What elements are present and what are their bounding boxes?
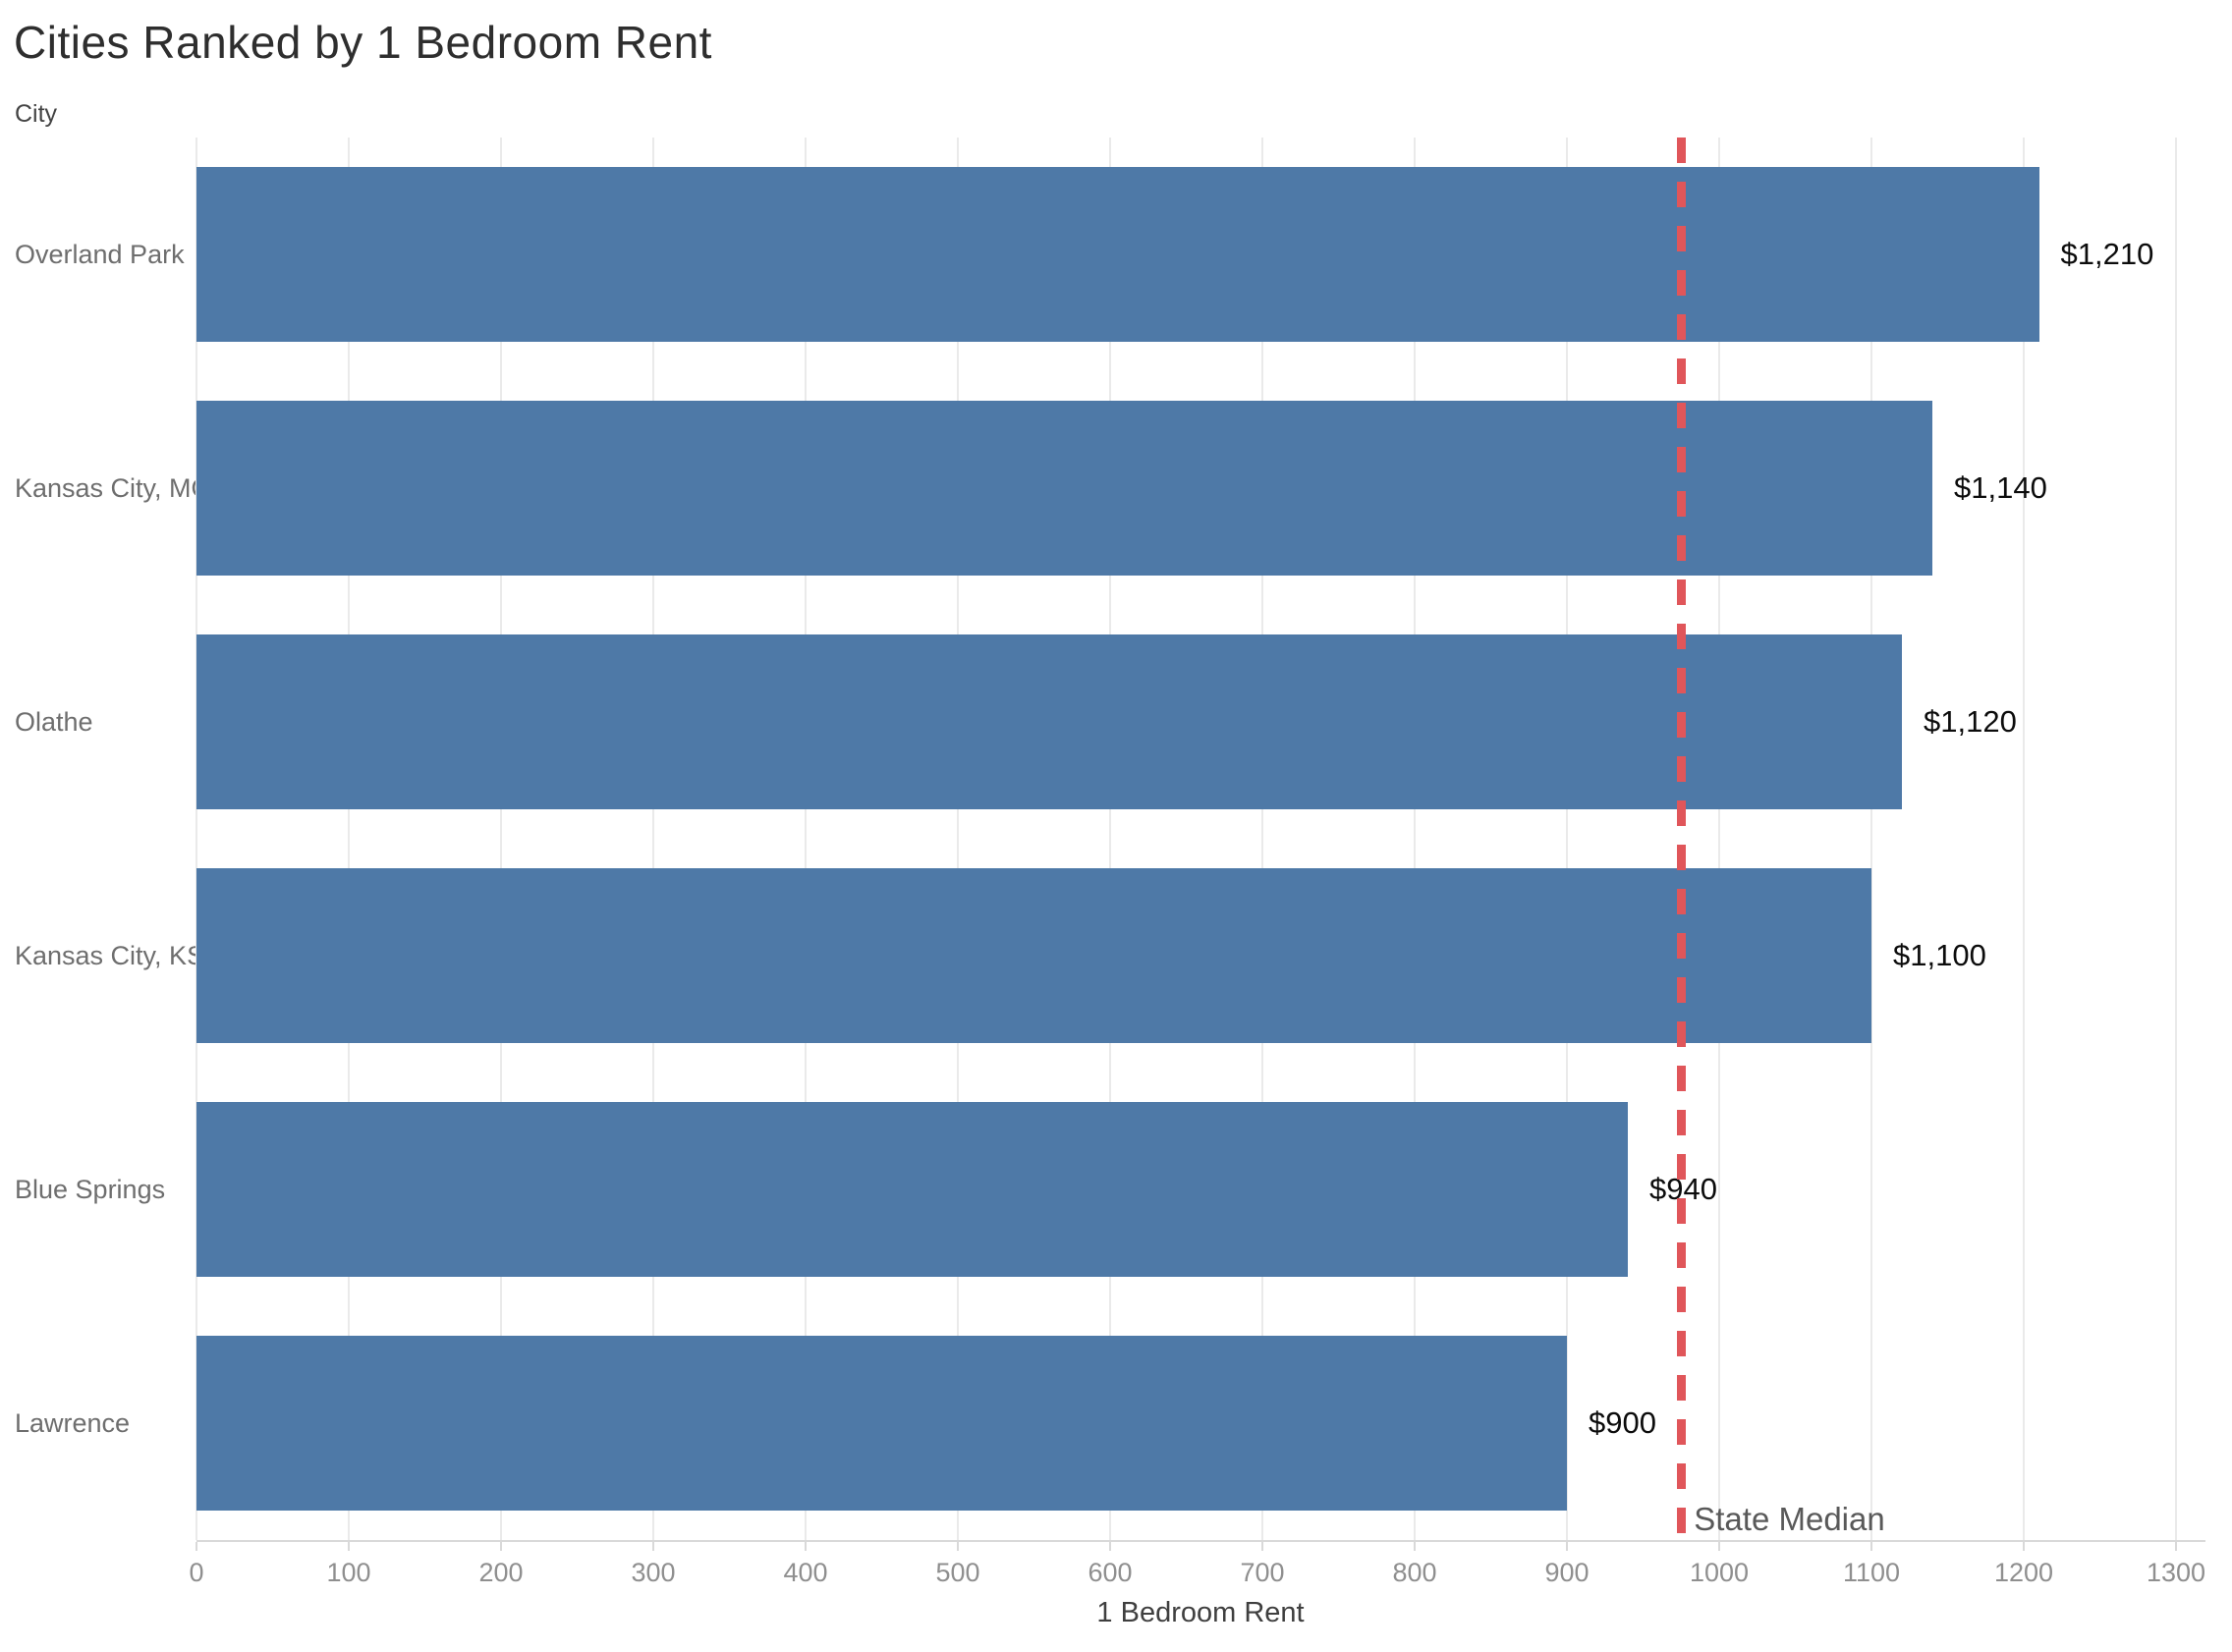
bar-value-label: $1,140: [1954, 470, 2047, 505]
gridline: [348, 138, 350, 1540]
tick-mark: [348, 1542, 350, 1551]
tick-mark: [1109, 1542, 1111, 1551]
gridline: [1414, 138, 1416, 1540]
bar-overland-park[interactable]: [196, 167, 2039, 342]
gridline: [1566, 138, 1568, 1540]
gridline: [805, 138, 807, 1540]
state-median-label: State Median: [1694, 1501, 1885, 1537]
state-median-reference-line: [1677, 138, 1687, 1540]
tick-mark: [805, 1542, 807, 1551]
tick-label: 400: [783, 1558, 828, 1587]
tick-mark: [1414, 1542, 1416, 1551]
category-labels-column: Overland Park Kansas City, MO Olathe Kansas…: [0, 138, 212, 1540]
tick-label: 600: [1088, 1558, 1133, 1587]
tick-mark: [2023, 1542, 2025, 1551]
tick-label: 700: [1240, 1558, 1285, 1587]
category-label: Kansas City, MO: [15, 472, 212, 503]
bar-value-label: $1,120: [1924, 704, 2017, 739]
category-label: Kansas City, KS: [15, 940, 205, 970]
bar-blue-springs[interactable]: [196, 1102, 1628, 1277]
tick-label: 100: [326, 1558, 371, 1587]
bar-lawrence[interactable]: [196, 1336, 1567, 1511]
gridline: [1718, 138, 1720, 1540]
bar-kansas-city-mo[interactable]: [196, 401, 1932, 576]
chart-title: Cities Ranked by 1 Bedroom Rent: [14, 17, 712, 68]
y-axis-title: City: [15, 100, 58, 128]
category-label: Blue Springs: [15, 1174, 166, 1204]
tick-mark: [500, 1542, 502, 1551]
bar-value-label: $900: [1588, 1405, 1656, 1440]
tick-label: 500: [935, 1558, 980, 1587]
tick-mark: [2175, 1542, 2177, 1551]
tick-label: 200: [478, 1558, 524, 1587]
x-axis-title: 1 Bedroom Rent: [1096, 1597, 1305, 1628]
gridline: [1261, 138, 1263, 1540]
gridline: [652, 138, 654, 1540]
x-axis-ticks: 0 100 200 300 400 500 600 700 800 900 1000 1100 1200…: [189, 1540, 2205, 1589]
x-axis-line: [196, 1540, 2205, 1542]
bar-kansas-city-ks[interactable]: [196, 868, 1871, 1043]
category-label: Olathe: [15, 706, 93, 737]
tick-mark: [957, 1542, 959, 1551]
gridline: [957, 138, 959, 1540]
tick-label: 1200: [1993, 1558, 2054, 1587]
tick-label: 800: [1392, 1558, 1437, 1587]
bar-value-label: $1,210: [2060, 237, 2154, 271]
tick-mark: [1718, 1542, 1720, 1551]
gridline: [1870, 138, 1872, 1540]
tick-mark: [1870, 1542, 1872, 1551]
tick-label: 900: [1544, 1558, 1590, 1587]
category-label: Overland Park: [15, 239, 185, 269]
gridline: [1109, 138, 1111, 1540]
category-label: Lawrence: [15, 1407, 131, 1438]
tick-label: 1000: [1689, 1558, 1750, 1587]
tick-label: 1100: [1842, 1558, 1901, 1587]
bar-value-label: $1,100: [1893, 938, 1986, 972]
gridline: [2175, 138, 2177, 1540]
gridline: [195, 138, 197, 1540]
tick-mark: [195, 1542, 197, 1551]
tick-mark: [652, 1542, 654, 1551]
gridline: [500, 138, 502, 1540]
tick-mark: [1261, 1542, 1263, 1551]
tick-label: 0: [189, 1558, 204, 1587]
gridline: [2023, 138, 2025, 1540]
bar-olathe[interactable]: [196, 634, 1902, 809]
tick-label: 1300: [2146, 1558, 2206, 1587]
tick-mark: [1566, 1542, 1568, 1551]
tick-label: 300: [631, 1558, 676, 1587]
